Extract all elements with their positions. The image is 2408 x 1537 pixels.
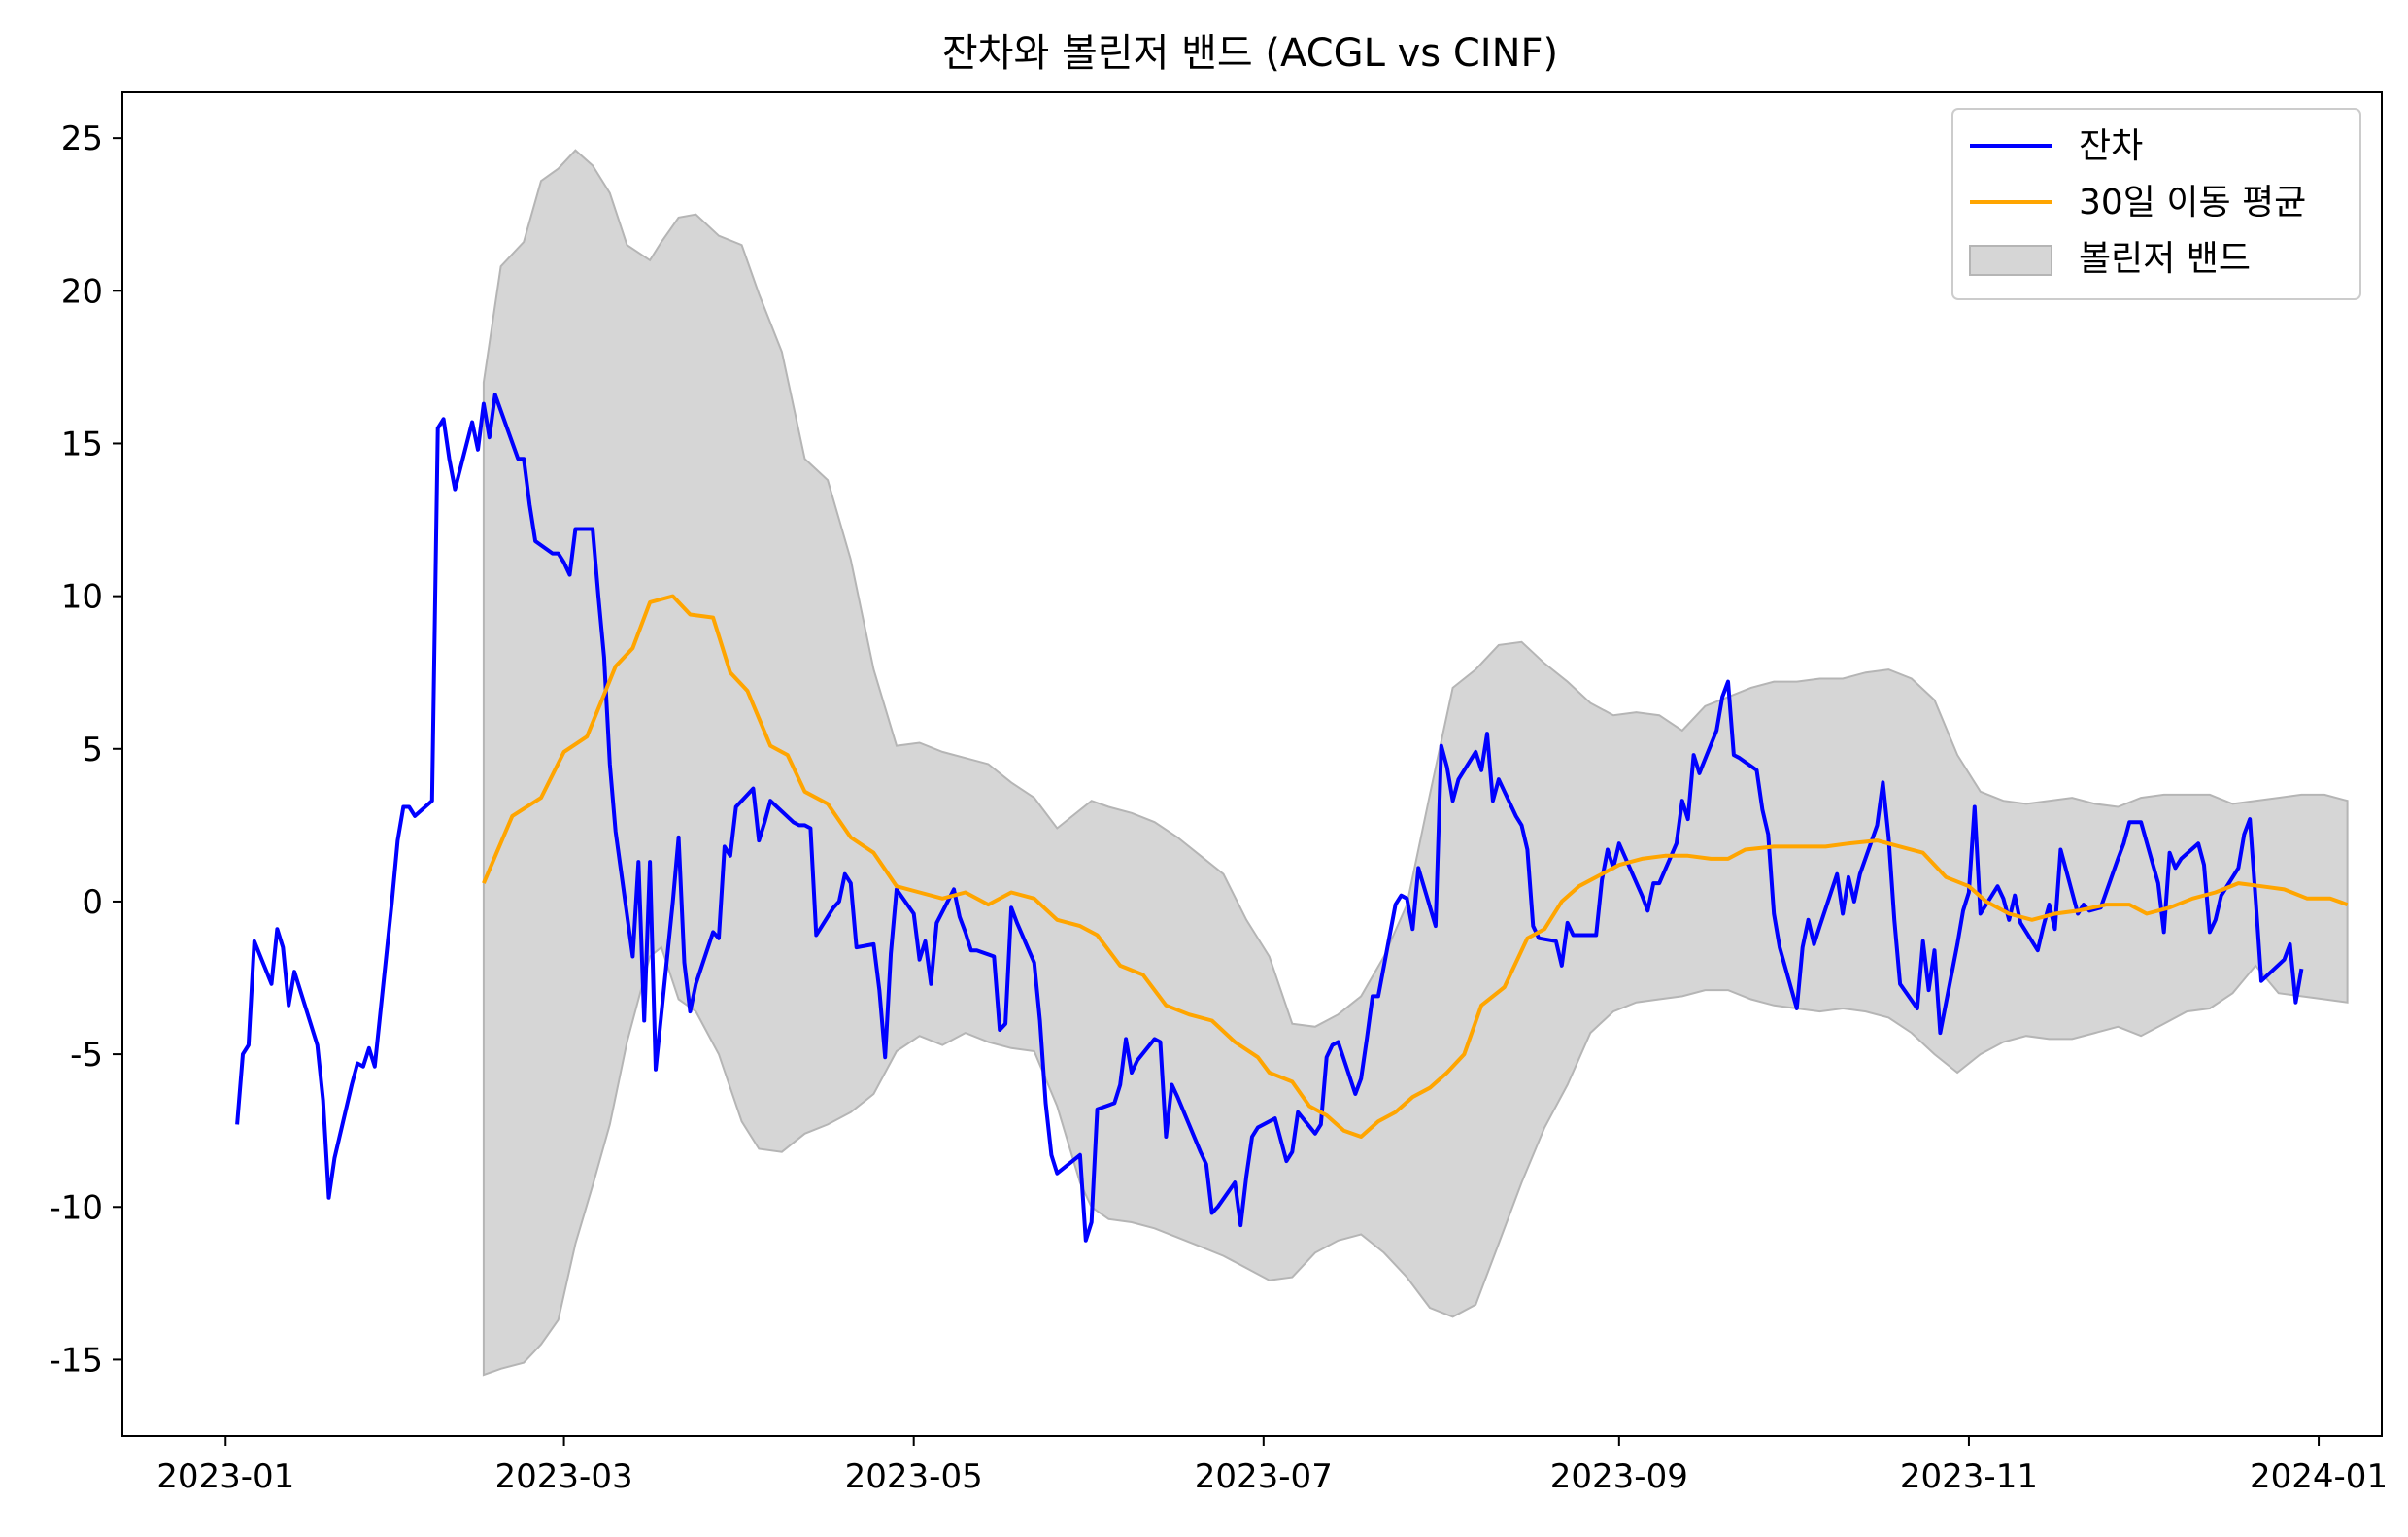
- residual-line: [235, 393, 2304, 1243]
- series-line-layer: [235, 393, 2349, 1243]
- y-tick-label: 0: [82, 883, 103, 922]
- legend-label-moving-average: 30일 이동 평균: [2079, 183, 2306, 222]
- y-tick-label: -5: [70, 1036, 103, 1075]
- x-tick-label: 2023-11: [1900, 1457, 2038, 1496]
- x-tick-label: 2023-01: [156, 1457, 294, 1496]
- y-tick-label: 25: [61, 120, 103, 158]
- y-tick-label: 15: [61, 425, 103, 463]
- axes-layer: 2023-01 2023-03 2023-05 2023-07 2023-09 2023-…: [49, 91, 2388, 1496]
- plot-frame: [121, 91, 2383, 1437]
- legend-frame: [1951, 108, 2361, 300]
- y-tick-label: 5: [82, 731, 103, 769]
- x-tick-label: 2023-05: [845, 1457, 983, 1496]
- legend-label-residual: 잔차: [2079, 126, 2143, 166]
- y-tick-label: 10: [61, 578, 103, 617]
- x-tick-label: 2024-01: [2250, 1457, 2388, 1496]
- chart-title: 잔차와 볼린저 밴드 (ACGL vs CINF): [942, 31, 1558, 76]
- x-tick-label: 2023-07: [1195, 1457, 1333, 1496]
- legend-swatch-band: [1969, 245, 2052, 276]
- bollinger-band-area: [482, 149, 2349, 1377]
- x-tick-label: 2023-03: [495, 1457, 633, 1496]
- bollinger-band-layer: [482, 149, 2349, 1377]
- moving-average-line: [482, 594, 2349, 1139]
- legend: 잔차 30일 이동 평균 볼린저 밴드: [1951, 108, 2361, 300]
- y-tick-label: -15: [49, 1341, 103, 1380]
- y-tick-label: -10: [49, 1188, 103, 1227]
- legend-label-band: 볼린저 밴드: [2079, 239, 2251, 279]
- x-tick-label: 2023-09: [1550, 1457, 1688, 1496]
- y-tick-label: 20: [61, 272, 103, 311]
